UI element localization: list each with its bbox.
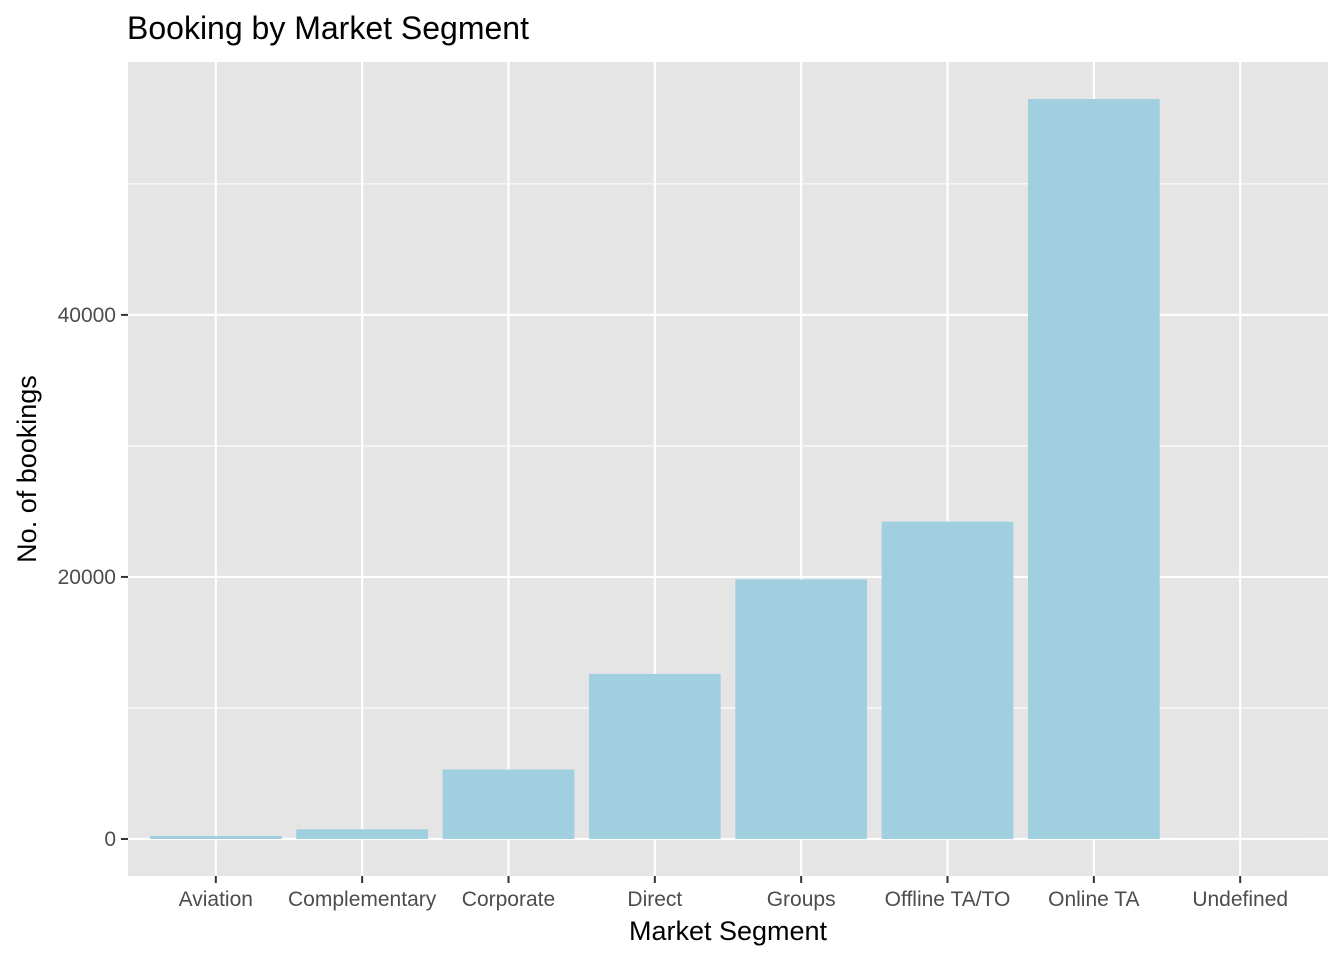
x-tick-label: Offline TA/TO [885, 888, 1011, 911]
y-tick-label: 0 [104, 828, 116, 851]
x-tick-label: Direct [627, 888, 682, 911]
x-tick-label: Groups [767, 888, 836, 911]
y-tick-label: 20000 [58, 566, 116, 589]
bar-offline-ta-to [881, 521, 1014, 839]
x-axis-title: Market Segment [629, 916, 828, 946]
y-axis-title: No. of bookings [12, 375, 42, 563]
bar-complementary [296, 829, 428, 839]
x-tick-label: Aviation [179, 888, 253, 911]
chart-title: Booking by Market Segment [127, 10, 529, 46]
bar-direct [588, 673, 721, 839]
y-axis: 0 20000 40000 [58, 304, 128, 851]
bars [149, 99, 1307, 839]
x-tick-label: Corporate [462, 888, 555, 911]
bar-corporate [442, 769, 575, 839]
x-tick-label: Undefined [1192, 888, 1288, 911]
bar-online-ta [1028, 99, 1160, 839]
y-tick-label: 40000 [58, 304, 116, 327]
bar-groups [735, 579, 868, 839]
x-tick-label: Online TA [1048, 888, 1139, 911]
bar-aviation [149, 835, 282, 839]
x-tick-label: Complementary [288, 888, 437, 911]
x-axis: Aviation Complementary Corporate Direct Grou… [179, 876, 1288, 911]
